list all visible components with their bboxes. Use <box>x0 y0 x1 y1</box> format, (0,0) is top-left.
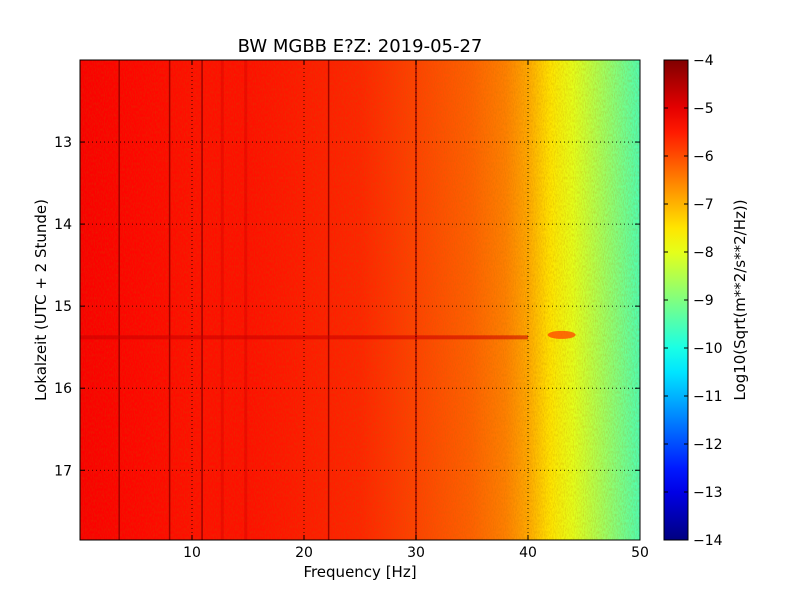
colorbar-tick-label: −11 <box>693 389 723 405</box>
plot-area <box>80 60 640 540</box>
x-tick-label: 40 <box>519 545 537 561</box>
colorbar-tick-label: −10 <box>693 341 723 357</box>
colorbar-tick-label: −4 <box>693 53 714 69</box>
colorbar-tick-label: −9 <box>693 293 714 309</box>
y-axis-ticks: 13 14 15 16 17 <box>54 135 640 479</box>
localized-feature <box>547 330 576 339</box>
spectrogram-texture <box>80 60 640 540</box>
broadband-event <box>80 335 528 340</box>
y-tick-label: 13 <box>54 135 72 151</box>
colorbar-tick-label: −12 <box>693 437 723 453</box>
x-axis-ticks: 10 20 30 40 50 <box>183 60 649 561</box>
y-tick-label: 17 <box>54 463 72 479</box>
colorbar-tick-label: −7 <box>693 197 714 213</box>
y-tick-label: 15 <box>54 299 72 315</box>
colorbar-tick-label: −6 <box>693 149 714 165</box>
chart-title: BW MGBB E?Z: 2019-05-27 <box>238 36 483 57</box>
colorbar-tick-label: −13 <box>693 485 723 501</box>
colorbar-label: Log10(Sqrt(m**2/s**2/Hz)) <box>731 199 749 400</box>
x-axis-label: Frequency [Hz] <box>303 563 416 581</box>
colorbar: −4 −5 −6 −7 −8 −9 −10 −11 −12 −13 −14 Log10(Sqrt(m… <box>663 53 749 549</box>
x-tick-label: 20 <box>295 545 313 561</box>
colorbar-tick-label: −14 <box>693 533 723 549</box>
y-tick-label: 14 <box>54 217 72 233</box>
colorbar-ticks: −4 −5 −6 −7 −8 −9 −10 −11 −12 −13 −14 <box>664 53 723 549</box>
spectral-features <box>80 60 576 540</box>
x-tick-label: 30 <box>407 545 425 561</box>
plot-frame <box>79 59 641 541</box>
colorbar-tick-label: −8 <box>693 245 714 261</box>
x-tick-label: 10 <box>183 545 201 561</box>
grid-lines <box>80 60 640 540</box>
colorbar-tick-label: −5 <box>693 101 714 117</box>
y-axis-label: Lokalzeit (UTC + 2 Stunde) <box>32 199 50 401</box>
y-tick-label: 16 <box>54 381 72 397</box>
x-tick-label: 50 <box>631 545 649 561</box>
